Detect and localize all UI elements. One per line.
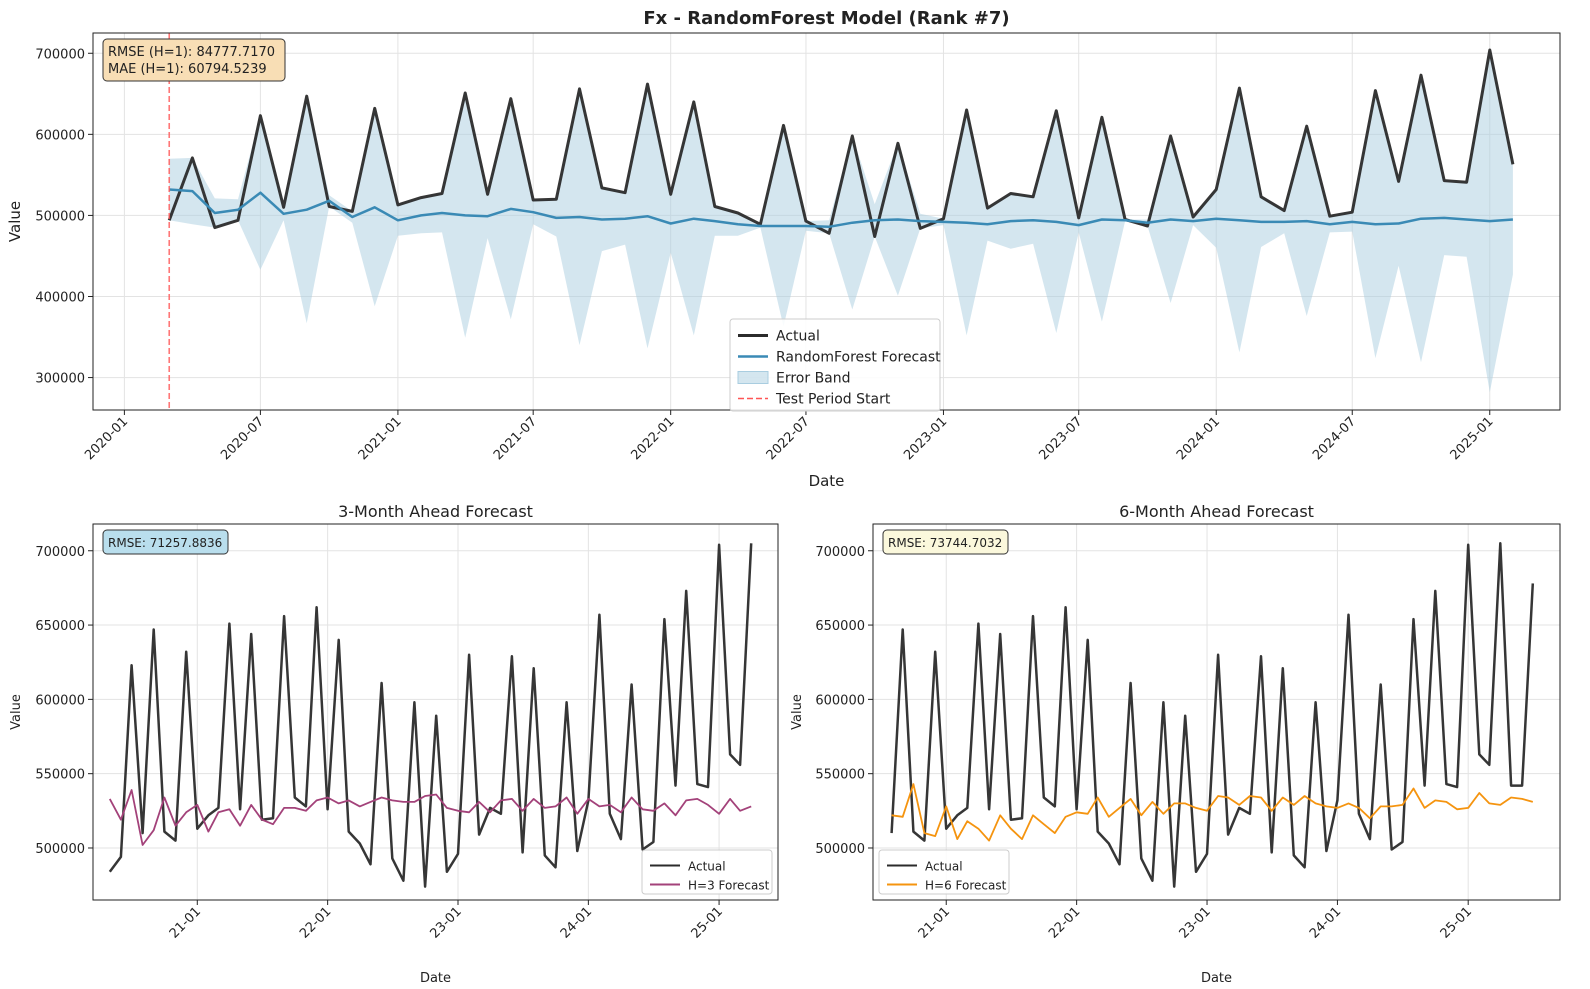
x-tick-label: 2020-07 bbox=[218, 414, 267, 463]
chart-title: 3-Month Ahead Forecast bbox=[338, 502, 533, 521]
y-tick-label: 650000 bbox=[815, 619, 865, 634]
metrics-annotation: RMSE: 71257.8836 bbox=[102, 529, 229, 555]
legend-box bbox=[641, 849, 773, 895]
y-axis-label: Value bbox=[790, 694, 805, 730]
y-tick-label: 700000 bbox=[35, 47, 85, 62]
x-tick-label: 22-01 bbox=[297, 904, 334, 941]
chart-title: 6-Month Ahead Forecast bbox=[1119, 502, 1314, 521]
annotation-box bbox=[102, 38, 286, 82]
x-tick-label: 24-01 bbox=[558, 904, 595, 941]
y-tick-label: 500000 bbox=[815, 842, 865, 857]
x-axis-label: Date bbox=[809, 472, 845, 490]
y-axis-label: Value bbox=[9, 694, 24, 730]
x-tick-label: 21-01 bbox=[916, 904, 953, 941]
x-tick-label: 2024-01 bbox=[1174, 414, 1223, 463]
legend-label: Actual bbox=[688, 860, 726, 874]
y-tick-label: 600000 bbox=[815, 693, 865, 708]
metrics-annotation: RMSE (H=1): 84777.7170 MAE (H=1): 60794.5… bbox=[102, 38, 286, 82]
y-tick-label: 500000 bbox=[35, 209, 85, 224]
x-tick-label: 2021-01 bbox=[356, 414, 405, 463]
legend-label: Test Period Start bbox=[775, 392, 891, 408]
annotation-box bbox=[102, 529, 229, 555]
grid bbox=[93, 524, 778, 900]
x-tick-label: 2021-07 bbox=[491, 414, 540, 463]
x-axis-label: Date bbox=[420, 971, 451, 986]
chart-panel-1: 2020-01 2020-07 2021-01 2021-07 2022-01 2022-… bbox=[6, 8, 1561, 490]
legend-label: H=6 Forecast bbox=[925, 879, 1007, 893]
x-tick-label: 23-01 bbox=[428, 904, 465, 941]
x-axis-label: Date bbox=[1201, 971, 1232, 986]
series-line-actual bbox=[890, 542, 1535, 888]
x-tick-label: 2022-01 bbox=[628, 414, 677, 463]
legend-label: Actual bbox=[776, 329, 820, 345]
x-tick-label: 2023-07 bbox=[1037, 414, 1086, 463]
y-tick-label: 500000 bbox=[35, 842, 85, 857]
axes-frame bbox=[872, 523, 1561, 901]
legend-label: Actual bbox=[925, 860, 963, 874]
series-line-actual bbox=[108, 543, 753, 888]
x-tick-label: 2020-01 bbox=[82, 414, 131, 463]
legend-box bbox=[878, 849, 1010, 895]
legend: Actual H=6 Forecast bbox=[878, 849, 1010, 895]
x-tick-label: 2025-01 bbox=[1448, 414, 1497, 463]
y-tick-label: 400000 bbox=[35, 290, 85, 305]
grid bbox=[873, 524, 1560, 900]
annotation-text: RMSE (H=1): 84777.7170 bbox=[108, 45, 275, 60]
x-tick-label: 2024-07 bbox=[1310, 414, 1359, 463]
x-axis-ticks: 21-01 22-01 23-01 24-01 25-01 bbox=[167, 900, 726, 942]
y-tick-label: 600000 bbox=[35, 693, 85, 708]
y-tick-label: 550000 bbox=[35, 768, 85, 783]
x-tick-label: 2022-07 bbox=[764, 414, 813, 463]
y-axis-ticks: 300000 400000 500000 600000 700000 bbox=[35, 47, 93, 387]
series-line-h-6-forecast bbox=[891, 783, 1534, 842]
legend-label: Error Band bbox=[776, 371, 851, 387]
chart-title: Fx - RandomForest Model (Rank #7) bbox=[643, 8, 1009, 29]
error-band bbox=[169, 50, 1513, 393]
legend-label: H=3 Forecast bbox=[688, 879, 770, 893]
y-axis-label: Value bbox=[6, 201, 24, 242]
x-tick-label: 25-01 bbox=[689, 904, 726, 941]
series-line-h-3-forecast bbox=[109, 789, 752, 846]
legend-swatch bbox=[737, 371, 769, 384]
x-tick-label: 2023-01 bbox=[901, 414, 950, 463]
legend-label: RandomForest Forecast bbox=[776, 350, 941, 366]
x-tick-label: 24-01 bbox=[1307, 904, 1344, 941]
series-line-actual bbox=[167, 48, 1515, 238]
y-tick-label: 300000 bbox=[35, 372, 85, 387]
y-tick-label: 550000 bbox=[815, 768, 865, 783]
axes-frame bbox=[92, 523, 779, 901]
metrics-annotation: RMSE: 73744.7032 bbox=[882, 529, 1009, 555]
annotation-box bbox=[882, 529, 1009, 555]
x-tick-label: 25-01 bbox=[1438, 904, 1475, 941]
annotation-text: MAE (H=1): 60794.5239 bbox=[108, 62, 267, 77]
annotation-text: RMSE: 71257.8836 bbox=[108, 536, 222, 550]
annotation-text: RMSE: 73744.7032 bbox=[888, 536, 1002, 550]
legend-box bbox=[729, 318, 941, 412]
y-axis-ticks: 500000 550000 600000 650000 700000 bbox=[35, 545, 93, 857]
legend: Actual H=3 Forecast bbox=[641, 849, 773, 895]
x-axis-ticks: 2020-01 2020-07 2021-01 2021-07 2022-01 2022-… bbox=[82, 410, 1497, 463]
series-line-randomforest-forecast bbox=[169, 188, 1513, 229]
y-axis-ticks: 500000 550000 600000 650000 700000 bbox=[815, 545, 873, 857]
legend: Actual RandomForest Forecast Error Band Tes… bbox=[729, 318, 941, 412]
y-tick-label: 700000 bbox=[815, 545, 865, 560]
x-tick-label: 22-01 bbox=[1046, 904, 1083, 941]
y-tick-label: 700000 bbox=[35, 545, 85, 560]
chart-panel-3: 21-01 22-01 23-01 24-01 25-01 500000 550000 600… bbox=[790, 502, 1561, 986]
y-tick-label: 650000 bbox=[35, 619, 85, 634]
y-tick-label: 600000 bbox=[35, 128, 85, 143]
chart-panel-2: 21-01 22-01 23-01 24-01 25-01 500000 550000 600… bbox=[9, 502, 779, 986]
x-tick-label: 21-01 bbox=[167, 904, 204, 941]
x-tick-label: 23-01 bbox=[1177, 904, 1214, 941]
x-axis-ticks: 21-01 22-01 23-01 24-01 25-01 bbox=[916, 900, 1475, 942]
